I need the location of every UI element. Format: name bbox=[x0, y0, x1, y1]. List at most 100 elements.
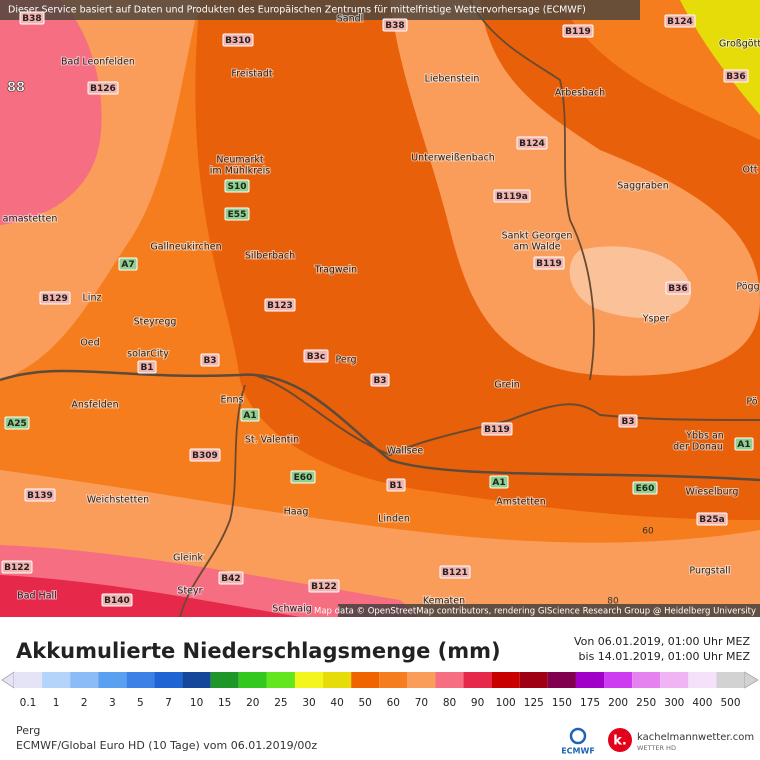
border bbox=[469, 0, 595, 381]
road-label: B129 bbox=[42, 294, 68, 304]
place-label: Haag bbox=[284, 507, 309, 518]
period-from: Von 06.01.2019, 01:00 Uhr MEZ bbox=[574, 635, 751, 648]
road-label: B119 bbox=[484, 425, 510, 435]
road-shield bbox=[4, 416, 30, 430]
logo-site: kachelmannwetter.com bbox=[637, 732, 754, 743]
road-shield bbox=[308, 579, 340, 593]
road-shield bbox=[533, 256, 565, 270]
road-shield bbox=[303, 349, 329, 363]
road-label: B119a bbox=[496, 192, 528, 202]
scale-label: 30 bbox=[302, 697, 315, 709]
place-label: Purgstall bbox=[689, 566, 730, 577]
road-label: B124 bbox=[667, 17, 693, 27]
place-label: Oed bbox=[80, 338, 99, 349]
site-icon bbox=[608, 728, 632, 752]
place-label: Freistadt bbox=[231, 69, 272, 80]
road-shield bbox=[218, 571, 244, 585]
scale-label: 20 bbox=[246, 697, 259, 709]
road-shield bbox=[665, 281, 691, 295]
place-label: Wallsee bbox=[387, 446, 424, 457]
scale-swatch bbox=[154, 672, 183, 688]
scale-swatch bbox=[716, 672, 745, 688]
road-label: B38 bbox=[385, 21, 404, 31]
scale-label: 15 bbox=[218, 697, 231, 709]
scale-swatch bbox=[604, 672, 633, 688]
scale-swatch bbox=[210, 672, 239, 688]
contour-label: 60 bbox=[642, 527, 654, 537]
scale-label: 400 bbox=[692, 697, 712, 709]
place-label: am Walde bbox=[513, 242, 560, 253]
road-shield bbox=[618, 414, 638, 428]
scale-label: 125 bbox=[524, 697, 544, 709]
place-label: Saggraben bbox=[617, 181, 669, 192]
place-label: Schwaig bbox=[272, 604, 312, 615]
road-label: B309 bbox=[192, 451, 218, 461]
road-shield bbox=[489, 475, 509, 489]
road-label: E60 bbox=[294, 473, 313, 483]
road-shield bbox=[481, 422, 513, 436]
road-label: B123 bbox=[267, 301, 293, 311]
scale-swatch bbox=[547, 672, 576, 688]
scale-swatch bbox=[42, 672, 71, 688]
road-label: B1 bbox=[140, 363, 153, 373]
road-shield bbox=[87, 81, 119, 95]
place-label: Sankt Georgen bbox=[502, 231, 573, 242]
place-label: solarCity bbox=[127, 349, 169, 360]
place-label: der Donau bbox=[673, 442, 723, 453]
place-label: Linz bbox=[83, 293, 102, 304]
place-label: Bad Hall bbox=[17, 591, 57, 602]
road-label: B122 bbox=[311, 582, 337, 592]
road-shield bbox=[222, 33, 254, 47]
scale-label: 5 bbox=[137, 697, 144, 709]
road-label: B310 bbox=[225, 36, 251, 46]
place-label: Wieselburg bbox=[686, 487, 739, 498]
places: Sandl Großgött Bad Leonfelden Freistadt Lieb… bbox=[2, 13, 760, 616]
site-icon-letter: k. bbox=[613, 734, 627, 749]
place-label: Ybbs an bbox=[685, 431, 724, 442]
scale-label: 0.1 bbox=[20, 697, 37, 709]
place-label: Tragwein bbox=[314, 265, 357, 276]
place-label: Pögg bbox=[736, 282, 759, 293]
scale-swatch bbox=[351, 672, 380, 688]
scale-swatch bbox=[688, 672, 717, 688]
road-shield bbox=[493, 189, 531, 203]
scale-label: 2 bbox=[81, 697, 88, 709]
scale-swatch bbox=[519, 672, 548, 688]
contour-label: 80 bbox=[607, 597, 619, 607]
river bbox=[0, 369, 760, 482]
scale-swatch bbox=[13, 672, 43, 688]
place-label: Pö bbox=[746, 397, 757, 408]
scale-label: 500 bbox=[720, 697, 740, 709]
scale-swatch bbox=[126, 672, 155, 688]
scale-label: 1 bbox=[53, 697, 60, 709]
road-label: A7 bbox=[121, 260, 134, 270]
road-shield bbox=[562, 24, 594, 38]
location: Perg bbox=[16, 724, 40, 737]
scale-label: 3 bbox=[109, 697, 116, 709]
scale-label: 25 bbox=[274, 697, 287, 709]
road-shield bbox=[101, 593, 133, 607]
road-label: A1 bbox=[737, 440, 750, 450]
scale-label: 150 bbox=[552, 697, 572, 709]
road-label: B119 bbox=[536, 259, 562, 269]
place-label: Unterweißenbach bbox=[411, 153, 495, 164]
place-label: im Mühlkreis bbox=[210, 166, 270, 177]
road-label: A1 bbox=[492, 478, 505, 488]
road-label: A1 bbox=[243, 411, 256, 421]
road-shield bbox=[224, 179, 250, 193]
place-label: Großgött bbox=[719, 39, 760, 50]
scale-swatch bbox=[379, 672, 408, 688]
place-label: Neumarkt bbox=[216, 155, 263, 166]
scale-swatch bbox=[266, 672, 295, 688]
place-label: Liebenstein bbox=[425, 74, 480, 85]
road-label: B42 bbox=[221, 574, 240, 584]
place-label: Silberbach bbox=[245, 251, 295, 262]
scale-swatch bbox=[660, 672, 689, 688]
scale-label: 80 bbox=[443, 697, 456, 709]
road-shield bbox=[200, 353, 220, 367]
ecmwf-icon bbox=[569, 727, 587, 745]
road-label: B3 bbox=[203, 356, 216, 366]
road-shield bbox=[370, 373, 390, 387]
place-label: Amstetten bbox=[496, 497, 546, 508]
legend-title: Akkumulierte Niederschlagsmenge (mm) bbox=[16, 639, 501, 663]
